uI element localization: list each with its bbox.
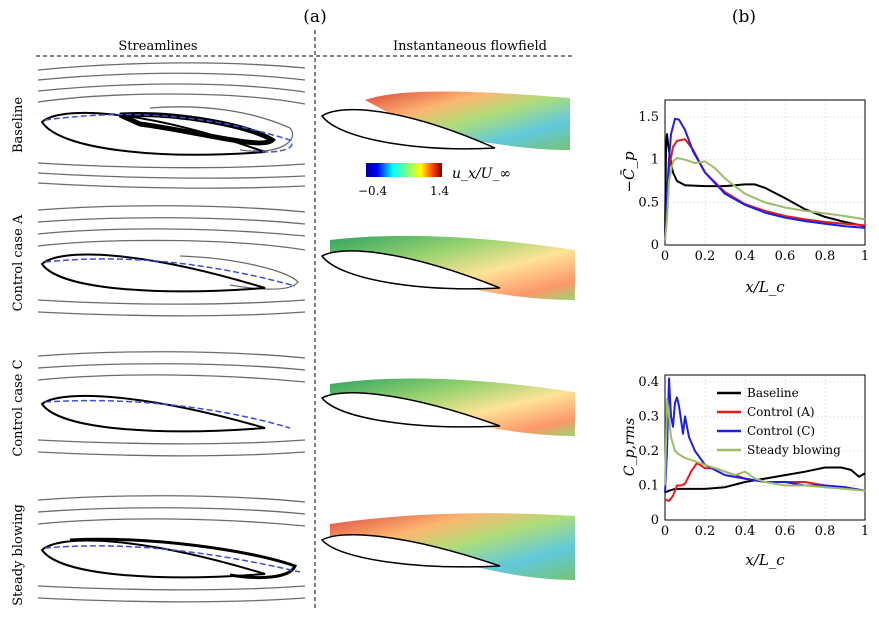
- x-tick-label: 0.8: [815, 249, 836, 264]
- series-line-control-c-: [664, 117, 866, 241]
- series-line-baseline: [664, 133, 866, 237]
- colorbar-max-label: 1.4: [430, 184, 449, 198]
- flowfield-baseline: [320, 91, 570, 150]
- airfoil-control-a-stream: [40, 253, 296, 293]
- series-line-steady-blowing: [664, 398, 866, 492]
- rms-legend: Baseline Control (A) Control (C) Steady blo…: [717, 386, 841, 457]
- cp-ticks: 0 0.2 0.4 0.6 0.8 1 0 0.5 1 1.5: [638, 110, 869, 264]
- cp-lines: [664, 117, 866, 241]
- flowfield-steady: [320, 513, 575, 580]
- rms-ylabel: C_p,rms: [622, 418, 638, 476]
- series-line-baseline: [664, 466, 866, 494]
- series-line-control-c-: [664, 377, 866, 493]
- flowfield-control-c: [320, 378, 575, 436]
- y-tick-label: 0: [651, 238, 659, 253]
- x-tick-label: 0.8: [815, 524, 836, 539]
- legend-label: Steady blowing: [747, 443, 841, 457]
- x-tick-label: 0: [661, 249, 669, 264]
- y-tick-label: 0: [651, 513, 659, 528]
- y-tick-label: 0.1: [638, 478, 659, 493]
- panel-b-label: (b): [732, 7, 756, 27]
- row-label-control-a: Control case A: [11, 214, 26, 311]
- streamlines-baseline: [37, 62, 306, 189]
- flowfield-column-title: Instantaneous flowfield: [393, 39, 547, 54]
- cprms-chart: 0 0.2 0.4 0.6 0.8 1 0 0.1 0.2 0.3 0.4 C_p,rms x/L_…: [622, 374, 869, 569]
- y-tick-label: 0.2: [638, 444, 659, 459]
- x-tick-label: 1: [861, 249, 869, 264]
- series-line-steady-blowing: [664, 157, 866, 241]
- x-tick-label: 0.2: [695, 524, 716, 539]
- colorbar-min-label: −0.4: [358, 184, 388, 198]
- x-tick-label: 0.6: [775, 524, 796, 539]
- rms-lines: [664, 377, 866, 502]
- streamlines-steady: [37, 495, 306, 603]
- y-tick-label: 1: [651, 153, 659, 168]
- colorbar: −0.4 1.4 u_x/U_∞: [358, 163, 511, 198]
- row-label-baseline: Baseline: [11, 97, 26, 153]
- y-tick-label: 0.4: [638, 375, 659, 390]
- row-label-steady: Steady blowing: [11, 504, 26, 606]
- cp-chart: 0 0.2 0.4 0.6 0.8 1 0 0.5 1 1.5 −C̄_p x/L_c: [620, 99, 869, 296]
- airfoil-baseline-stream: [40, 111, 293, 156]
- cp-xlabel: x/L_c: [745, 278, 785, 296]
- x-tick-label: 1: [861, 524, 869, 539]
- legend-label: Control (A): [747, 405, 815, 419]
- x-tick-label: 0.4: [735, 249, 756, 264]
- airfoil-steady-stream: [40, 537, 301, 580]
- colorbar-label: u_x/U_∞: [452, 166, 511, 182]
- cp-ylabel: −C̄_p: [620, 151, 638, 193]
- x-tick-label: 0.6: [775, 249, 796, 264]
- x-tick-label: 0: [661, 524, 669, 539]
- flowfield-control-a: [320, 235, 575, 300]
- x-tick-label: 0.2: [695, 249, 716, 264]
- row-label-control-c: Control case C: [11, 359, 26, 456]
- y-tick-label: 0.5: [638, 195, 659, 210]
- streamlines-column-title: Streamlines: [118, 39, 197, 54]
- rms-ticks: 0 0.2 0.4 0.6 0.8 1 0 0.1 0.2 0.3 0.4: [638, 375, 869, 539]
- x-tick-label: 0.4: [735, 524, 756, 539]
- y-tick-label: 0.3: [638, 409, 659, 424]
- legend-label: Baseline: [747, 386, 799, 400]
- streamlines-control-a: [37, 205, 306, 317]
- y-tick-label: 1.5: [638, 110, 659, 125]
- rms-xlabel: x/L_c: [745, 551, 785, 569]
- panel-a-label: (a): [303, 7, 326, 27]
- streamlines-control-c: [37, 351, 306, 457]
- legend-label: Control (C): [747, 424, 815, 438]
- airfoil-control-c-stream: [40, 394, 291, 433]
